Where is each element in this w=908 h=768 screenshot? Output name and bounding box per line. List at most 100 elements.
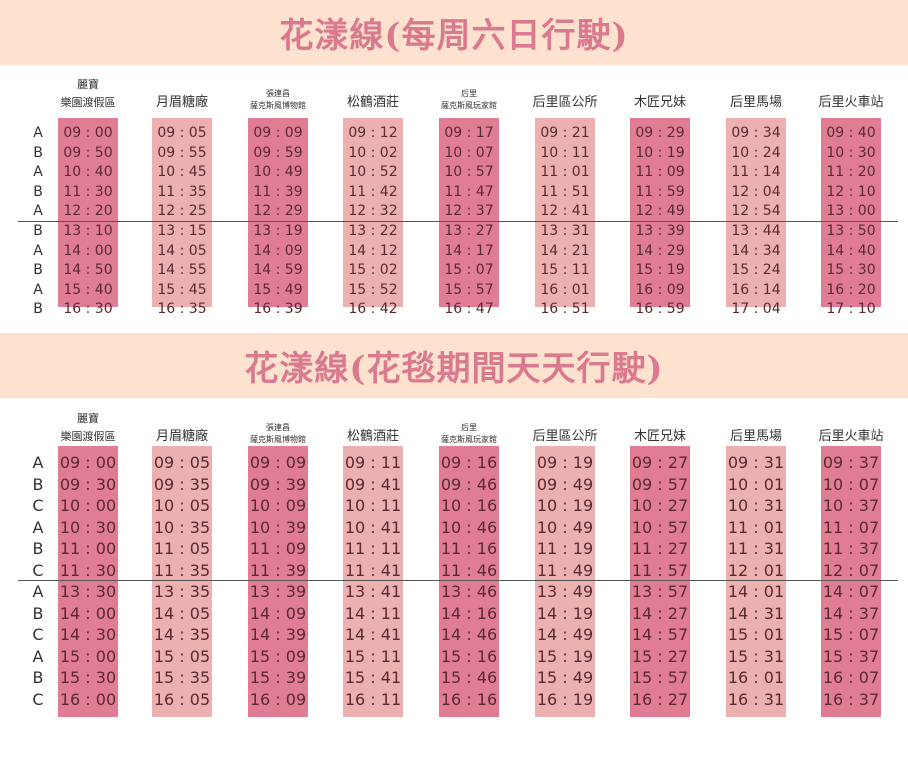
departure-time: 14 : 12 xyxy=(348,242,398,259)
departure-time: 13 : 15 xyxy=(157,223,207,239)
midday-divider xyxy=(18,580,898,581)
schedule-title: 花漾線(花毯期間天天行駛) xyxy=(244,349,664,389)
departure-time: 10 : 39 xyxy=(249,517,307,537)
departure-time: 09 : 19 xyxy=(536,453,594,472)
departure-time: 11 : 51 xyxy=(540,183,590,200)
departure-time: 15 : 40 xyxy=(63,281,113,298)
stop-column-band xyxy=(439,118,499,307)
departure-time: 09 : 00 xyxy=(59,453,117,472)
stop-column-band xyxy=(58,446,118,717)
departure-time: 15 : 19 xyxy=(536,646,594,666)
departure-time: 17 : 04 xyxy=(731,301,781,318)
departure-time: 10 : 07 xyxy=(822,474,880,494)
stop-name: 木匠兄妹 xyxy=(633,429,686,444)
departure-time: 14 : 34 xyxy=(731,242,781,259)
departure-time: 11 : 42 xyxy=(348,183,398,200)
stop-name-line2: 樂園渡假區 xyxy=(60,430,116,443)
trip-label: C xyxy=(32,689,44,709)
departure-time: 11 : 11 xyxy=(344,539,402,558)
departure-time: 14 : 41 xyxy=(344,625,402,644)
departure-time: 10 : 16 xyxy=(440,496,498,515)
departure-time: 10 : 27 xyxy=(631,496,689,515)
stop-header: 張連昌 薩克斯風博物館 xyxy=(230,68,326,112)
departure-time: 09 : 21 xyxy=(540,125,590,141)
trip-label: B xyxy=(33,144,43,161)
departure-time: 11 : 39 xyxy=(249,560,307,580)
departure-time: 10 : 02 xyxy=(348,144,398,161)
departure-time: 12 : 37 xyxy=(444,203,494,220)
departure-time: 12 : 49 xyxy=(635,203,685,220)
departure-time: 16 : 47 xyxy=(444,301,494,318)
trip-label: B xyxy=(32,474,44,494)
departure-time: 15 : 09 xyxy=(249,646,307,666)
departure-time: 15 : 37 xyxy=(822,646,880,666)
departure-time: 14 : 29 xyxy=(635,242,685,259)
departure-time: 16 : 42 xyxy=(348,301,398,318)
schedule-title-banner: 花漾線(每周六日行駛) xyxy=(0,0,908,65)
departure-time: 16 : 30 xyxy=(63,301,113,318)
departure-time: 15 : 57 xyxy=(631,668,689,687)
departure-time: 15 : 24 xyxy=(731,262,781,279)
departure-time: 14 : 19 xyxy=(536,603,594,623)
departure-time: 10 : 11 xyxy=(344,496,402,515)
departure-time: 15 : 31 xyxy=(727,646,785,666)
stop-column-band xyxy=(439,446,499,717)
departure-time: 09 : 41 xyxy=(344,474,402,494)
stop-name-line1: 麗寶 xyxy=(77,412,99,425)
departure-time: 11 : 59 xyxy=(635,183,685,200)
trip-label: A xyxy=(32,453,44,472)
departure-time: 13 : 57 xyxy=(631,582,689,601)
departure-time: 10 : 19 xyxy=(635,144,685,161)
stop-name-line2: 薩克斯風博物館 xyxy=(250,435,306,444)
departure-time: 15 : 11 xyxy=(540,262,590,279)
departure-time: 15 : 30 xyxy=(59,668,117,687)
trip-label: A xyxy=(32,517,44,537)
departure-time: 13 : 44 xyxy=(731,223,781,239)
departure-time: 12 : 01 xyxy=(727,560,785,580)
departure-time: 14 : 11 xyxy=(344,603,402,623)
stop-header: 月眉糖廠 xyxy=(134,68,230,112)
departure-time: 14 : 17 xyxy=(444,242,494,259)
departure-time: 10 : 49 xyxy=(536,517,594,537)
departure-time: 11 : 30 xyxy=(59,560,117,580)
departure-time: 09 : 30 xyxy=(59,474,117,494)
departure-time: 11 : 01 xyxy=(727,517,785,537)
departure-time: 11 : 20 xyxy=(826,164,876,181)
departure-time: 10 : 35 xyxy=(153,517,211,537)
departure-time: 15 : 35 xyxy=(153,668,211,687)
departure-time: 09 : 59 xyxy=(253,144,303,161)
departure-time: 16 : 19 xyxy=(536,689,594,709)
departure-time: 11 : 01 xyxy=(540,164,590,181)
departure-time: 15 : 07 xyxy=(822,625,880,644)
departure-time: 09 : 05 xyxy=(157,125,207,141)
departure-time: 11 : 57 xyxy=(631,560,689,580)
stop-column-band xyxy=(152,118,212,307)
departure-time: 10 : 00 xyxy=(59,496,117,515)
departure-time: 09 : 12 xyxy=(348,125,398,141)
departure-time: 14 : 30 xyxy=(59,625,117,644)
stop-column-band xyxy=(821,446,881,717)
stop-name-line2: 薩克斯風玩家館 xyxy=(441,101,497,110)
stop-header: 木匠兄妹 xyxy=(612,402,708,446)
departure-time: 15 : 16 xyxy=(440,646,498,666)
departure-time: 16 : 11 xyxy=(344,689,402,709)
departure-time: 16 : 14 xyxy=(731,281,781,298)
departure-time: 09 : 09 xyxy=(249,453,307,472)
departure-time: 14 : 57 xyxy=(631,625,689,644)
stop-name: 后里區公所 xyxy=(532,95,598,110)
stop-name-line1: 張連昌 xyxy=(266,89,290,98)
departure-time: 15 : 27 xyxy=(631,646,689,666)
stop-header: 后里區公所 xyxy=(517,68,613,112)
stop-name-line1: 麗寶 xyxy=(77,78,99,91)
stop-header: 松鶴酒莊 xyxy=(325,68,421,112)
departure-time: 15 : 11 xyxy=(344,646,402,666)
departure-time: 11 : 30 xyxy=(63,183,113,200)
departure-time: 11 : 47 xyxy=(444,183,494,200)
departure-time: 10 : 45 xyxy=(157,164,207,181)
departure-time: 13 : 22 xyxy=(348,223,398,239)
departure-time: 11 : 35 xyxy=(153,560,211,580)
departure-time: 10 : 49 xyxy=(253,164,303,181)
stop-name: 后里區公所 xyxy=(532,429,598,444)
departure-time: 13 : 10 xyxy=(63,223,113,239)
trip-label: A xyxy=(32,646,44,666)
